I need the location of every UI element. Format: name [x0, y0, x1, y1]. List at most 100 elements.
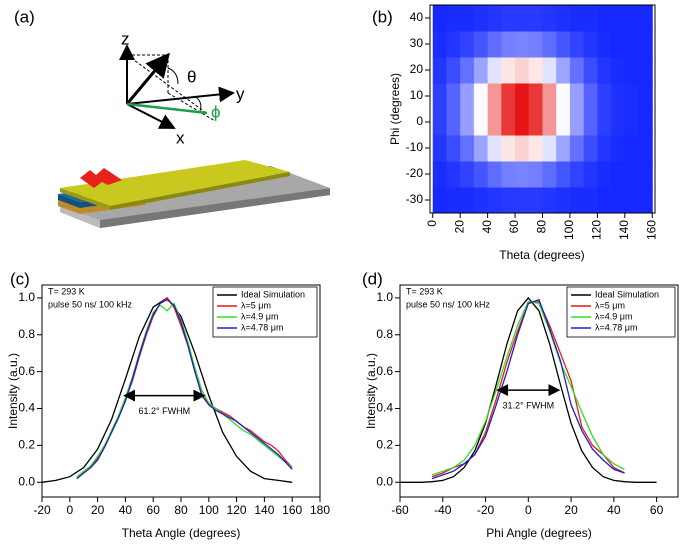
y-tick-label: 0.4: [376, 401, 393, 415]
heat-cell: [638, 187, 653, 214]
x-tick-label: 0: [525, 503, 532, 517]
y-tick-label: 0.2: [376, 438, 393, 452]
y-tick-label: 1.0: [376, 290, 393, 304]
legend-label: λ=4.78 μm: [595, 322, 637, 332]
data-line: [76, 302, 293, 478]
heat-cell: [446, 57, 461, 84]
heat-cell: [446, 109, 461, 136]
panel-label: (a): [14, 7, 35, 26]
y-tick-label: -30: [406, 192, 424, 206]
heat-cell: [611, 109, 626, 136]
heat-cell: [446, 161, 461, 188]
heat-cell: [569, 57, 585, 84]
heat-cell: [624, 187, 640, 214]
heat-cell: [542, 5, 557, 32]
heat-cell: [515, 57, 530, 84]
heat-cell: [597, 83, 612, 110]
heat-cell: [638, 161, 653, 188]
heat-cell: [556, 135, 571, 162]
heat-cell: [556, 83, 571, 110]
heat-cell: [542, 31, 557, 58]
heat-cell: [597, 5, 612, 32]
heat-cell: [446, 31, 461, 58]
heat-cell: [556, 5, 571, 32]
device-drawing: [58, 160, 330, 228]
heat-cell: [638, 57, 653, 84]
heat-cell: [501, 161, 516, 188]
y-tick-label: 0.6: [376, 364, 393, 378]
heat-cell: [597, 135, 612, 162]
angle-label: θ: [187, 67, 196, 86]
heat-cell: [515, 83, 530, 110]
heat-cell: [460, 161, 475, 188]
y-tick-label: 0.8: [376, 327, 393, 341]
heat-cell: [528, 83, 543, 110]
heat-cell: [528, 161, 543, 188]
heat-cell: [569, 109, 585, 136]
y-tick-label: 0.0: [18, 474, 35, 488]
plot-frame: [429, 4, 656, 214]
heat-cell: [501, 57, 516, 84]
heat-cell: [515, 31, 530, 58]
heat-cell: [542, 161, 557, 188]
heat-cell: [597, 187, 612, 214]
x-tick-label: 40: [607, 503, 621, 517]
heat-cell: [528, 187, 543, 214]
heat-cell: [460, 31, 475, 58]
x-tick-label: 140: [617, 220, 631, 240]
heat-cell: [556, 187, 571, 214]
x-tick-label: -40: [434, 503, 452, 517]
x-tick-label: 80: [535, 220, 549, 234]
x-tick-label: 120: [227, 503, 247, 517]
annotation: pulse 50 ns/ 100 kHz: [48, 299, 133, 309]
heat-cell: [432, 161, 447, 188]
heat-cell: [638, 5, 653, 32]
heat-cell: [569, 161, 585, 188]
y-tick-label: 30: [410, 36, 424, 50]
heat-cell: [473, 135, 489, 162]
heat-cell: [583, 31, 598, 58]
plot-frame: [399, 284, 679, 498]
heat-cell: [515, 135, 530, 162]
x-tick-label: 160: [644, 220, 658, 240]
x-tick-label: 60: [650, 503, 664, 517]
x-tick-label: 160: [282, 503, 302, 517]
heat-cell: [611, 161, 626, 188]
heat-cell: [597, 109, 612, 136]
heat-cell: [432, 187, 447, 214]
heat-cell: [583, 5, 598, 32]
coordinate-diagram: (a) z y x θ ϕ: [14, 7, 245, 147]
heat-cell: [624, 57, 640, 84]
annotation: T= 293 K: [48, 286, 85, 296]
panel-label: (c): [10, 269, 30, 288]
plot-frame: [41, 284, 321, 498]
heat-cell: [473, 83, 489, 110]
panel-label: (d): [362, 269, 383, 288]
heat-cell: [624, 161, 640, 188]
heat-cell: [611, 187, 626, 214]
heat-cell: [569, 83, 585, 110]
heat-cell: [624, 135, 640, 162]
y-axis-label: Intensity (a.u.): [6, 353, 20, 429]
legend-label: λ=5 μm: [241, 300, 271, 310]
y-tick-label: -20: [406, 166, 424, 180]
heat-cell: [569, 5, 585, 32]
annotation: 31.2° FWHM: [503, 400, 555, 410]
heat-cell: [569, 135, 585, 162]
annotation: pulse 50 ns/ 100 kHz: [406, 299, 491, 309]
x-tick-label: 120: [590, 220, 604, 240]
heat-cell: [446, 187, 461, 214]
heat-cell: [487, 57, 502, 84]
x-tick-label: 20: [564, 503, 578, 517]
heat-cell: [542, 187, 557, 214]
heat-cell: [460, 5, 475, 32]
heat-cell: [611, 83, 626, 110]
heat-cell: [556, 31, 571, 58]
heat-cell: [501, 187, 516, 214]
axis-label: y: [236, 84, 245, 103]
x-tick-label: -20: [33, 503, 51, 517]
y-tick-label: 40: [410, 10, 424, 24]
x-tick-label: 0: [425, 220, 439, 227]
heat-cell: [542, 135, 557, 162]
heat-cell: [528, 109, 543, 136]
